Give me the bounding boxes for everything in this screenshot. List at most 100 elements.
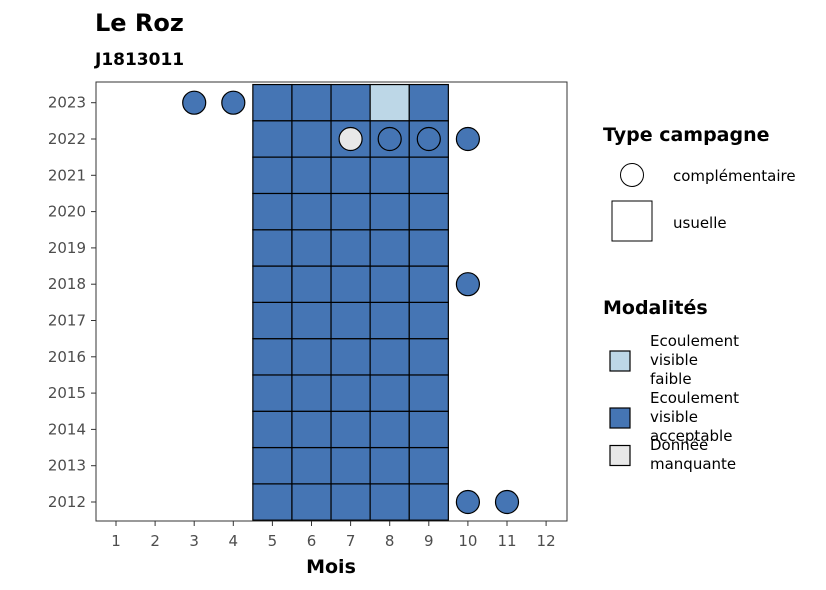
cell-9-2014 bbox=[408, 410, 449, 449]
legend-label-acceptable: Ecoulement bbox=[650, 389, 739, 407]
y-tick-label: 2018 bbox=[48, 275, 86, 293]
cell-7-2017 bbox=[330, 301, 371, 340]
x-tick-label: 12 bbox=[537, 532, 556, 550]
cell-6-2021 bbox=[291, 156, 332, 195]
cell-6-2013 bbox=[291, 446, 332, 485]
cell-5-2018 bbox=[252, 265, 293, 303]
x-tick-label: 8 bbox=[385, 532, 395, 550]
y-tick-label: 2021 bbox=[48, 166, 86, 184]
cell-5-2017 bbox=[252, 301, 293, 340]
cell-8-2021 bbox=[369, 156, 410, 195]
legend-label-acceptable: acceptable bbox=[650, 427, 732, 445]
cell-9-2023 bbox=[408, 83, 449, 122]
cell-7-2012 bbox=[330, 483, 371, 521]
y-tick-label: 2014 bbox=[48, 420, 86, 438]
point-10-2022 bbox=[455, 126, 480, 152]
cell-7-2020 bbox=[330, 192, 371, 231]
x-tick-label: 10 bbox=[458, 532, 477, 550]
legend-label-complementaire: complémentaire bbox=[673, 167, 796, 185]
legend-key-manquante bbox=[609, 444, 631, 467]
cell-9-2015 bbox=[408, 374, 449, 412]
cell-8-2012 bbox=[369, 483, 410, 521]
cell-5-2022 bbox=[252, 120, 293, 158]
cell-5-2019 bbox=[252, 229, 293, 267]
legend-key-faible bbox=[609, 350, 631, 372]
legend-label-faible: visible bbox=[650, 351, 698, 369]
cell-9-2016 bbox=[408, 338, 449, 376]
cell-8-2013 bbox=[369, 446, 410, 485]
legend-key-acceptable bbox=[609, 407, 631, 429]
cell-6-2020 bbox=[291, 192, 332, 231]
point-10-2018 bbox=[455, 272, 480, 297]
cell-7-2019 bbox=[330, 229, 371, 267]
legend-label-acceptable: visible bbox=[650, 408, 698, 426]
point-3-2023 bbox=[182, 90, 207, 115]
cell-6-2022 bbox=[291, 120, 332, 158]
cell-5-2016 bbox=[252, 338, 293, 376]
cell-6-2019 bbox=[291, 229, 332, 267]
cell-6-2023 bbox=[291, 83, 332, 122]
cell-6-2015 bbox=[291, 374, 332, 412]
cell-9-2013 bbox=[408, 446, 449, 485]
cell-7-2018 bbox=[330, 265, 371, 303]
cell-8-2020 bbox=[369, 192, 410, 231]
legend-label-manquante: Donnée bbox=[650, 436, 708, 454]
x-tick-label: 4 bbox=[229, 532, 239, 550]
x-tick-label: 6 bbox=[307, 532, 317, 550]
y-tick-label: 2022 bbox=[48, 130, 86, 148]
cell-7-2015 bbox=[330, 374, 371, 412]
cell-6-2014 bbox=[291, 410, 332, 449]
y-tick-label: 2013 bbox=[48, 457, 86, 475]
point-10-2012 bbox=[455, 489, 480, 515]
cell-8-2016 bbox=[369, 338, 410, 376]
chart-subtitle: J1813011 bbox=[94, 50, 184, 70]
cell-8-2017 bbox=[369, 301, 410, 340]
cell-7-2023 bbox=[330, 83, 371, 122]
cell-8-2019 bbox=[369, 229, 410, 267]
legend-label-faible: faible bbox=[650, 370, 692, 388]
point-8-2022 bbox=[377, 126, 402, 152]
y-axis: 2012 2013 2014 2015 2016 2017 2018 2019 2020 2021… bbox=[48, 94, 96, 511]
cell-5-2015 bbox=[252, 374, 293, 412]
point-9-2022 bbox=[416, 126, 441, 152]
cell-8-2023 bbox=[369, 83, 410, 122]
legend-label-faible: Ecoulement bbox=[650, 332, 739, 350]
cell-9-2018 bbox=[408, 265, 449, 303]
legend-modalites-title: Modalités bbox=[603, 297, 708, 319]
x-tick-label: 3 bbox=[189, 532, 199, 550]
y-tick-label: 2015 bbox=[48, 384, 86, 402]
y-tick-label: 2020 bbox=[48, 203, 86, 221]
complementaire-points bbox=[182, 90, 520, 515]
chart-title: Le Roz bbox=[95, 9, 184, 37]
cell-9-2017 bbox=[408, 301, 449, 340]
cell-7-2021 bbox=[330, 156, 371, 195]
cell-9-2021 bbox=[408, 156, 449, 195]
usuelle-cells bbox=[252, 83, 449, 521]
cell-5-2012 bbox=[252, 483, 293, 521]
x-tick-label: 1 bbox=[111, 532, 121, 550]
x-tick-label: 9 bbox=[424, 532, 434, 550]
legend-label-manquante: manquante bbox=[650, 455, 736, 473]
y-tick-label: 2012 bbox=[48, 493, 86, 511]
point-7-2022 bbox=[338, 126, 363, 152]
legend-type-campagne: Type campagne complémentaire usuelle bbox=[603, 124, 796, 242]
point-4-2023 bbox=[221, 90, 246, 115]
cell-9-2012 bbox=[408, 483, 449, 521]
legend-key-usuelle bbox=[611, 200, 653, 242]
x-tick-label: 11 bbox=[497, 532, 516, 550]
y-tick-label: 2019 bbox=[48, 239, 86, 257]
x-axis-title: Mois bbox=[306, 556, 356, 578]
y-tick-label: 2023 bbox=[48, 94, 86, 112]
x-tick-label: 7 bbox=[346, 532, 356, 550]
x-tick-label: 5 bbox=[268, 532, 278, 550]
legend-label-usuelle: usuelle bbox=[673, 214, 727, 232]
cell-6-2018 bbox=[291, 265, 332, 303]
cell-7-2016 bbox=[330, 338, 371, 376]
x-axis: 1 2 3 4 5 6 7 8 9 10 11 12 bbox=[111, 521, 556, 550]
cell-5-2020 bbox=[252, 192, 293, 231]
cell-9-2020 bbox=[408, 192, 449, 231]
cell-6-2016 bbox=[291, 338, 332, 376]
cell-7-2014 bbox=[330, 410, 371, 449]
cell-6-2017 bbox=[291, 301, 332, 340]
cell-5-2014 bbox=[252, 410, 293, 449]
